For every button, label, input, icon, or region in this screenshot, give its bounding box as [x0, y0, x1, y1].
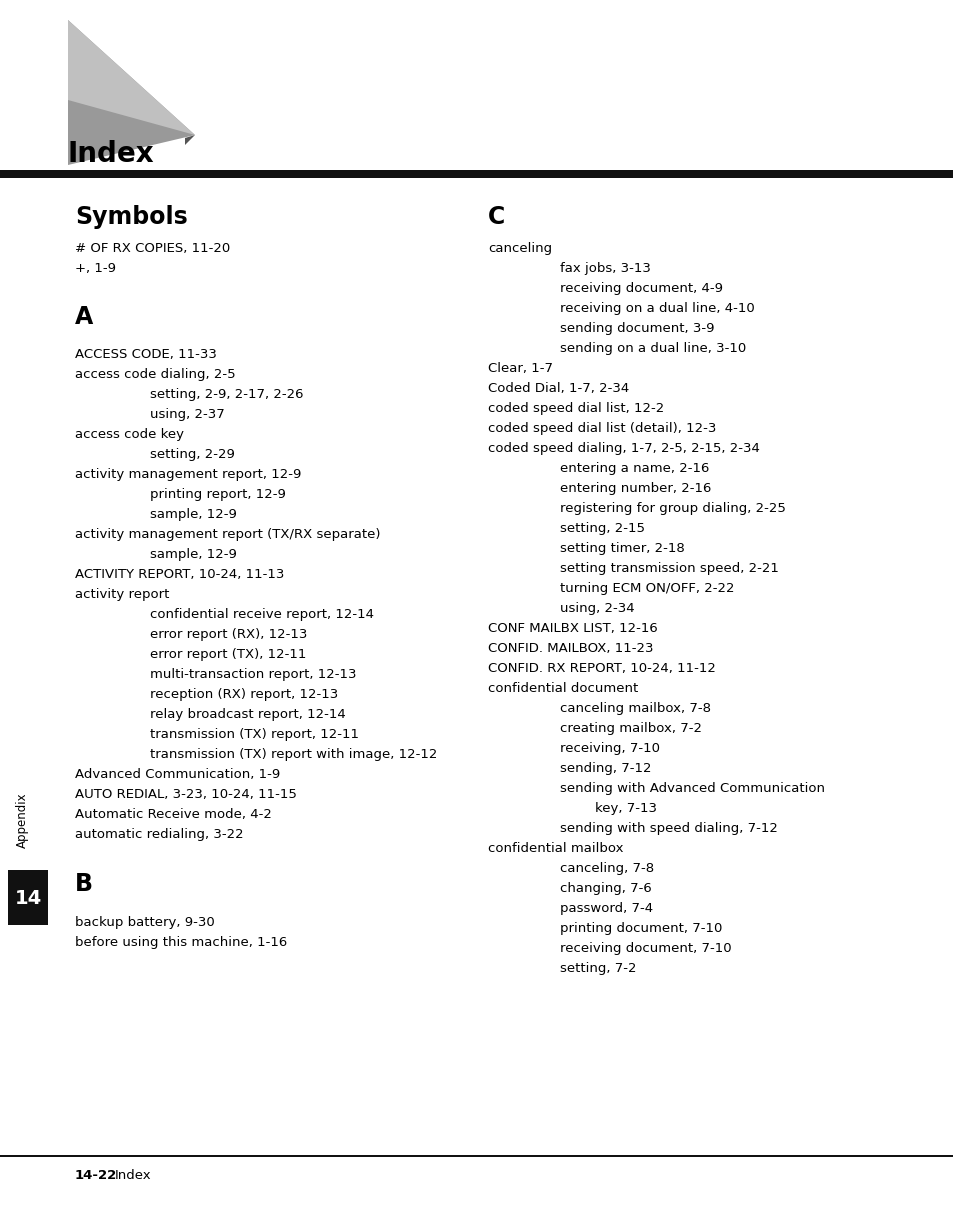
Text: automatic redialing, 3-22: automatic redialing, 3-22: [75, 828, 243, 840]
Text: setting, 2-29: setting, 2-29: [150, 448, 234, 461]
Text: entering number, 2-16: entering number, 2-16: [559, 482, 711, 494]
Bar: [0, 171, 953, 178]
Text: relay broadcast report, 12-14: relay broadcast report, 12-14: [150, 708, 345, 721]
Text: changing, 7-6: changing, 7-6: [559, 882, 651, 894]
Text: transmission (TX) report, 12-11: transmission (TX) report, 12-11: [150, 728, 358, 741]
Text: sending document, 3-9: sending document, 3-9: [559, 321, 714, 335]
Text: sending with speed dialing, 7-12: sending with speed dialing, 7-12: [559, 822, 777, 836]
Text: error report (TX), 12-11: error report (TX), 12-11: [150, 648, 306, 661]
Text: 14: 14: [14, 888, 42, 908]
Text: fax jobs, 3-13: fax jobs, 3-13: [559, 263, 650, 275]
Text: Advanced Communication, 1-9: Advanced Communication, 1-9: [75, 768, 280, 782]
Text: Coded Dial, 1-7, 2-34: Coded Dial, 1-7, 2-34: [488, 382, 629, 395]
Text: using, 2-37: using, 2-37: [150, 409, 225, 421]
Text: CONF MAILBX LIST, 12-16: CONF MAILBX LIST, 12-16: [488, 622, 657, 636]
Text: Clear, 1-7: Clear, 1-7: [488, 362, 553, 375]
Text: setting, 7-2: setting, 7-2: [559, 962, 636, 975]
Text: using, 2-34: using, 2-34: [559, 602, 634, 615]
Text: AUTO REDIAL, 3-23, 10-24, 11-15: AUTO REDIAL, 3-23, 10-24, 11-15: [75, 788, 296, 801]
Text: Index: Index: [68, 140, 154, 168]
Polygon shape: [68, 20, 194, 164]
Text: ACTIVITY REPORT, 10-24, 11-13: ACTIVITY REPORT, 10-24, 11-13: [75, 568, 284, 582]
Text: entering a name, 2-16: entering a name, 2-16: [559, 463, 709, 475]
Text: Automatic Receive mode, 4-2: Automatic Receive mode, 4-2: [75, 809, 272, 821]
Text: receiving document, 4-9: receiving document, 4-9: [559, 282, 722, 294]
Text: confidential document: confidential document: [488, 682, 638, 694]
Text: sample, 12-9: sample, 12-9: [150, 508, 236, 521]
Text: coded speed dial list, 12-2: coded speed dial list, 12-2: [488, 402, 663, 415]
Text: ACCESS CODE, 11-33: ACCESS CODE, 11-33: [75, 348, 216, 361]
Text: sending with Advanced Communication: sending with Advanced Communication: [559, 782, 824, 795]
Text: coded speed dial list (detail), 12-3: coded speed dial list (detail), 12-3: [488, 422, 716, 436]
Polygon shape: [185, 135, 194, 145]
Text: access code dialing, 2-5: access code dialing, 2-5: [75, 368, 235, 382]
Text: transmission (TX) report with image, 12-12: transmission (TX) report with image, 12-…: [150, 748, 436, 761]
Text: registering for group dialing, 2-25: registering for group dialing, 2-25: [559, 502, 785, 515]
Text: before using this machine, 1-16: before using this machine, 1-16: [75, 936, 287, 948]
Text: sending, 7-12: sending, 7-12: [559, 762, 651, 775]
Text: setting, 2-15: setting, 2-15: [559, 521, 644, 535]
Text: canceling mailbox, 7-8: canceling mailbox, 7-8: [559, 702, 710, 715]
Text: reception (RX) report, 12-13: reception (RX) report, 12-13: [150, 688, 338, 701]
Text: B: B: [75, 872, 92, 896]
Text: access code key: access code key: [75, 428, 184, 440]
Text: password, 7-4: password, 7-4: [559, 902, 653, 915]
Text: setting, 2-9, 2-17, 2-26: setting, 2-9, 2-17, 2-26: [150, 388, 303, 401]
Text: A: A: [75, 306, 93, 329]
Text: printing document, 7-10: printing document, 7-10: [559, 921, 721, 935]
Text: sample, 12-9: sample, 12-9: [150, 548, 236, 561]
Text: activity management report (TX/RX separate): activity management report (TX/RX separa…: [75, 528, 380, 541]
Text: multi-transaction report, 12-13: multi-transaction report, 12-13: [150, 667, 356, 681]
Text: 14-22: 14-22: [75, 1169, 117, 1182]
Text: activity report: activity report: [75, 588, 170, 601]
Text: sending on a dual line, 3-10: sending on a dual line, 3-10: [559, 342, 745, 355]
Text: coded speed dialing, 1-7, 2-5, 2-15, 2-34: coded speed dialing, 1-7, 2-5, 2-15, 2-3…: [488, 442, 760, 455]
Text: receiving document, 7-10: receiving document, 7-10: [559, 942, 731, 955]
Text: key, 7-13: key, 7-13: [595, 802, 657, 815]
Text: backup battery, 9-30: backup battery, 9-30: [75, 917, 214, 929]
Text: CONFID. RX REPORT, 10-24, 11-12: CONFID. RX REPORT, 10-24, 11-12: [488, 663, 715, 675]
Text: activity management report, 12-9: activity management report, 12-9: [75, 467, 301, 481]
Bar: [0, 1155, 953, 1157]
Text: Appendix: Appendix: [15, 793, 29, 848]
Polygon shape: [68, 20, 194, 135]
Text: C: C: [488, 205, 505, 229]
Text: canceling, 7-8: canceling, 7-8: [559, 863, 654, 875]
Text: Index: Index: [115, 1169, 152, 1182]
Text: confidential mailbox: confidential mailbox: [488, 842, 623, 855]
Text: receiving on a dual line, 4-10: receiving on a dual line, 4-10: [559, 302, 754, 315]
Text: CONFID. MAILBOX, 11-23: CONFID. MAILBOX, 11-23: [488, 642, 653, 655]
Text: printing report, 12-9: printing report, 12-9: [150, 488, 286, 501]
Text: setting timer, 2-18: setting timer, 2-18: [559, 542, 684, 555]
Text: Symbols: Symbols: [75, 205, 188, 229]
Text: turning ECM ON/OFF, 2-22: turning ECM ON/OFF, 2-22: [559, 582, 734, 595]
Text: confidential receive report, 12-14: confidential receive report, 12-14: [150, 609, 374, 621]
Text: creating mailbox, 7-2: creating mailbox, 7-2: [559, 721, 701, 735]
Text: canceling: canceling: [488, 242, 552, 255]
Text: receiving, 7-10: receiving, 7-10: [559, 742, 659, 755]
Text: # OF RX COPIES, 11-20: # OF RX COPIES, 11-20: [75, 242, 230, 255]
Text: setting transmission speed, 2-21: setting transmission speed, 2-21: [559, 562, 778, 575]
Text: +, 1-9: +, 1-9: [75, 263, 116, 275]
Text: error report (RX), 12-13: error report (RX), 12-13: [150, 628, 307, 640]
Bar: [8, 870, 48, 925]
